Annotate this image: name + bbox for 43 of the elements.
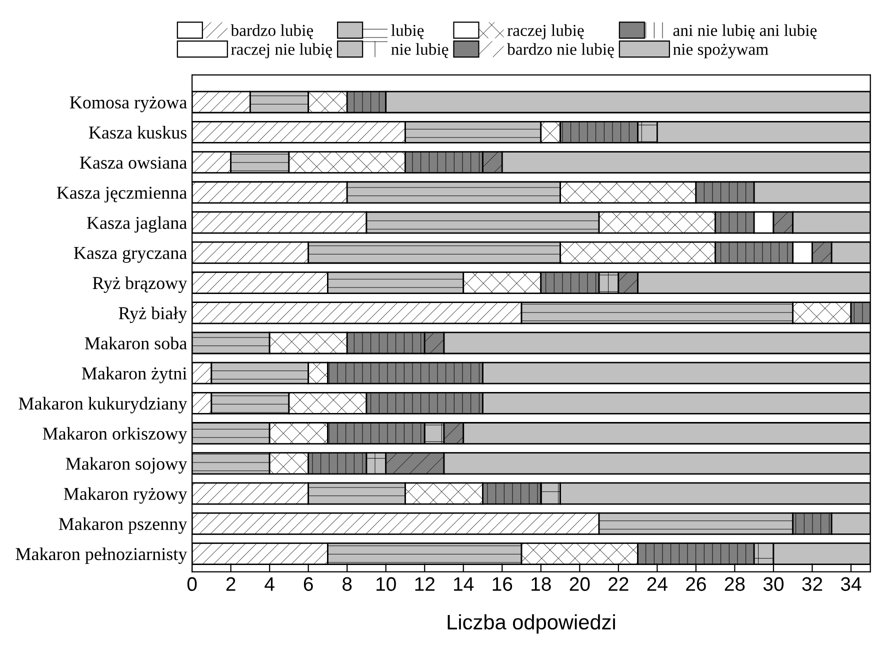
y-tick-label: Kasza kuskus (88, 126, 187, 139)
x-tick-label: 28 (724, 577, 745, 591)
legend-label: nie lubię (391, 43, 448, 58)
y-tick-label: Makaron ryżowy (64, 487, 188, 504)
y-tick-label: Makaron orkiszowy (42, 427, 188, 444)
y-tick-label: Kasza owsiana (80, 156, 187, 169)
x-tick-label: 0 (187, 577, 197, 591)
y-tick-label: Makaron pszenny (58, 517, 188, 534)
x-tick-label: 14 (454, 577, 474, 591)
x-tick-label: 4 (264, 577, 274, 591)
x-tick-label: 6 (304, 577, 313, 591)
y-tick-label: Makaron sojowy (66, 457, 188, 474)
x-tick-label: 12 (415, 577, 434, 591)
y-tick-label: Makaron żytni (82, 366, 187, 384)
x-tick-label: 34 (840, 577, 862, 591)
x-tick-label: 10 (376, 577, 396, 591)
x-tick-label: 32 (802, 577, 822, 591)
x-axis-title: Liczba odpowiedzi (448, 614, 615, 634)
legend-label: raczej nie lubię (231, 43, 332, 58)
x-tick-label: 24 (647, 577, 668, 591)
y-tick-label: Makaron soba (84, 336, 187, 350)
x-tick-label: 8 (342, 577, 352, 591)
y-tick-label: Kasza gryczana (74, 247, 187, 263)
legend-label: ani nie lubię ani lubię (673, 24, 817, 40)
x-tick-label: 22 (608, 577, 628, 591)
y-tick-label: Kasza jaglana (86, 216, 187, 233)
x-tick-label: 30 (763, 577, 784, 591)
legend-label: lubię (391, 24, 424, 40)
x-tick-label: 26 (686, 577, 706, 591)
x-tick-label: 2 (226, 577, 236, 591)
y-tick-label: Makaron pełnoziarnisty (16, 547, 188, 564)
legend-label: bardzo nie lubię (507, 43, 614, 58)
y-tick-label: Ryż brązowy (92, 276, 188, 293)
y-tick-label: Komosa ryżowa (70, 96, 187, 112)
y-tick-label: Kasza jęczmienna (56, 186, 187, 203)
x-tick-label: 16 (492, 577, 512, 591)
legend-label: bardzo lubię (230, 24, 314, 40)
y-tick-label: Makaron kukurydziany (18, 396, 188, 414)
x-tick-label: 20 (570, 577, 590, 591)
legend-label: raczej lubię (507, 24, 584, 40)
x-tick-label: 18 (532, 577, 551, 591)
legend-label: nie spożywam (673, 44, 768, 58)
y-tick-label: Ryż biały (118, 306, 188, 324)
